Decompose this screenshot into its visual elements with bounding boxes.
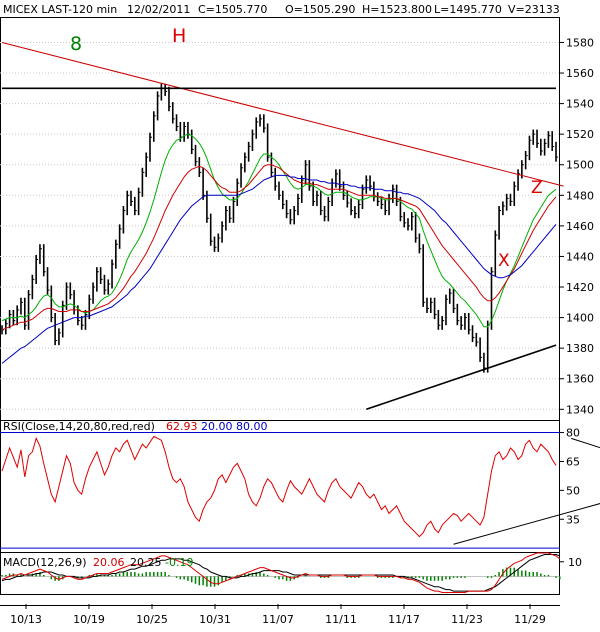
- rsi-lower: 20.00: [201, 420, 233, 433]
- rsi-trendline: [571, 437, 600, 449]
- annotation-z: Z: [531, 178, 543, 198]
- price-plot: [1, 41, 564, 411]
- price-panel-frame: [0, 17, 560, 421]
- rsi-value: 62.93: [166, 420, 198, 433]
- price-trendline: [366, 344, 557, 411]
- macd-hist: -0.19: [165, 556, 193, 569]
- header-high: H=1523.800: [362, 3, 432, 16]
- price-tick-label: 1520: [566, 128, 594, 141]
- rsi-line: [1, 435, 557, 538]
- rsi-tick-label: 50: [566, 484, 580, 497]
- annotation-8: 8: [70, 33, 82, 55]
- price-gridlines: [0, 41, 560, 410]
- rsi-tick-label: 80: [566, 427, 580, 440]
- annotation-x: X: [498, 251, 510, 271]
- x-tick-label: 11/07: [262, 613, 294, 626]
- price-ma-line: [1, 174, 557, 364]
- macd-tick-label: 10: [568, 556, 582, 569]
- price-ma-line: [1, 133, 557, 328]
- price-tick-label: 1440: [566, 250, 594, 263]
- x-tick-label: 11/11: [325, 613, 357, 626]
- y-tick-labels: 1340 1360 1380 1400 1420 1440 1460 1480 1500 1520…: [560, 36, 594, 569]
- x-tick-label: 10/19: [73, 613, 105, 626]
- price-tick-label: 1540: [566, 98, 594, 111]
- rsi-upper: 80.00: [236, 420, 268, 433]
- x-tick-label: 10/25: [136, 613, 168, 626]
- rsi-tick-label: 65: [566, 455, 580, 468]
- rsi-trendline: [453, 503, 600, 545]
- price-trendline: [1, 41, 564, 187]
- header-close: C=1505.770: [198, 3, 267, 16]
- price-tick-label: 1400: [566, 312, 594, 325]
- price-tick-label: 1500: [566, 159, 594, 172]
- macd-panel-frame: [0, 552, 560, 595]
- header-volume: V=23133: [508, 3, 560, 16]
- price-tick-label: 1480: [566, 189, 594, 202]
- x-tick-label: 11/17: [388, 613, 420, 626]
- macd-value: 20.06: [93, 556, 125, 569]
- macd-plot: [0, 552, 561, 593]
- rsi-plot: [0, 432, 600, 549]
- price-tick-label: 1360: [566, 373, 594, 386]
- macd-signal: 20.25: [130, 556, 162, 569]
- header-symbol: MICEX LAST-120 min: [3, 3, 117, 16]
- header-date: 12/02/2011: [127, 3, 190, 16]
- header-open: O=1505.290: [285, 3, 355, 16]
- macd-line: [1, 552, 561, 593]
- x-tick-label: 10/13: [10, 613, 42, 626]
- x-tick-labels: 10/13 10/19 10/25 10/31 11/07 11/11 11/17 11/23…: [10, 604, 546, 626]
- header-low: L=1495.770: [434, 3, 502, 16]
- x-tick-label: 11/23: [451, 613, 483, 626]
- macd-label: MACD(12,26,9): [3, 556, 87, 569]
- price-tick-label: 1420: [566, 281, 594, 294]
- price-tick-label: 1580: [566, 36, 594, 49]
- rsi-tick-label: 35: [566, 513, 580, 526]
- annotation-h: H: [172, 25, 186, 47]
- price-tick-label: 1560: [566, 67, 594, 80]
- price-tick-label: 1460: [566, 220, 594, 233]
- rsi-panel-frame: [0, 420, 560, 553]
- x-tick-label: 10/31: [199, 613, 231, 626]
- x-tick-label: 11/29: [514, 613, 546, 626]
- price-ma-line: [1, 164, 557, 331]
- rsi-label: RSI(Close,14,20,80,red,red): [3, 420, 155, 433]
- macd-signal-line: [1, 554, 560, 592]
- price-tick-label: 1380: [566, 342, 594, 355]
- price-tick-label: 1340: [566, 403, 594, 416]
